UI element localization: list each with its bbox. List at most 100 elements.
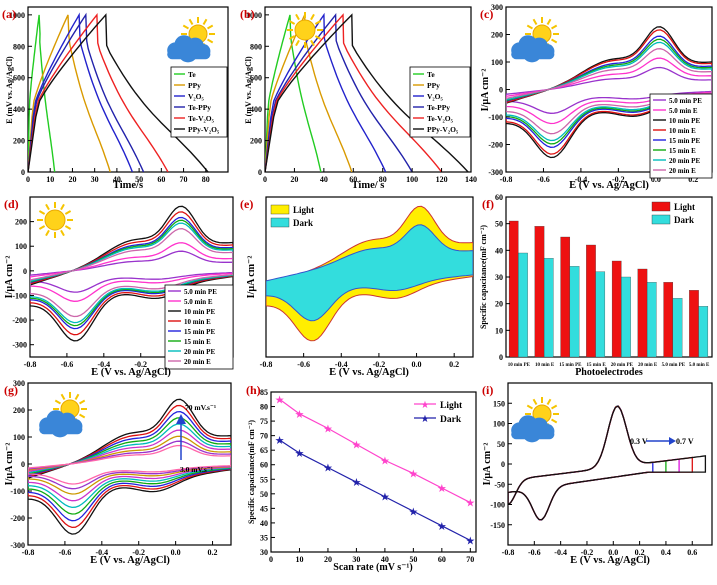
x-tick-label: -0.2 — [132, 548, 145, 557]
data-point-dark: ★ — [351, 477, 361, 489]
plot-area-a — [28, 12, 209, 172]
x-tick-label: 100 — [406, 175, 418, 184]
bar-dark — [646, 282, 657, 358]
x-tick-label: 0.6 — [687, 548, 697, 557]
legend-swatch — [651, 201, 671, 212]
x-tick-label: -0.6 — [297, 360, 310, 369]
bar-light — [508, 220, 519, 358]
y-tick-label: 30 — [495, 273, 503, 282]
y-tick-label: -300 — [488, 168, 503, 177]
data-point-light: ★ — [465, 498, 475, 510]
cv-curve-4 — [28, 417, 231, 515]
legend-entry: PPy — [427, 81, 440, 90]
plot-area-d — [30, 205, 233, 342]
annotations-g: 70 mV.s⁻¹ 3.0 mV.s⁻¹ — [176, 403, 216, 474]
x-tick-label: 0 — [263, 175, 267, 184]
data-point-light: ★ — [351, 439, 361, 451]
y-tick-label: 400 — [13, 105, 25, 114]
x-tick-label: -0.4 — [97, 360, 110, 369]
legend-swatch — [270, 217, 290, 228]
x-tick-label: -0.4 — [335, 360, 348, 369]
y-tick-label: 20 — [495, 300, 503, 309]
x-tick-label: -0.8 — [22, 548, 35, 557]
y-axis-label: E (mV vs. Ag/AgCl) — [244, 56, 253, 124]
x-tick-label: 40 — [320, 175, 328, 184]
gcd-curve-4 — [265, 12, 413, 172]
ticks-i: -0.8 -0.6 -0.4 -0.2 0.0 0.2 0.4 0.6 -150 -100 -50 0… — [490, 399, 697, 557]
legend-entry: 10 min E — [184, 318, 211, 326]
panel-label-c: (c) — [480, 7, 493, 21]
cv-curve-8 — [506, 48, 712, 135]
x-tick-label: 0.2 — [449, 360, 459, 369]
gcd-curve-3 — [265, 12, 387, 172]
legend-entry: 20 min PE — [184, 348, 215, 356]
x-tick-label: 40 — [381, 555, 389, 564]
annotations-i: 0.3 V 0.7 V — [630, 437, 694, 446]
legend-entry: 15 min PE — [184, 328, 215, 336]
x-tick-label: 0.0 — [412, 360, 422, 369]
bar-light — [663, 282, 674, 358]
x-axis-label: Time/s — [113, 180, 143, 191]
cv-curve-3 — [30, 205, 233, 342]
x-axis-label: E (V vs. Ag/AgCl) — [569, 180, 649, 191]
cv-curve-5 — [28, 423, 231, 509]
y-tick-label: 0 — [499, 353, 503, 362]
x-axis-label: E (V vs. Ag/AgCl) — [329, 367, 409, 378]
y-tick-label: 65 — [260, 446, 268, 455]
data-point-dark: ★ — [275, 435, 285, 447]
cloud-icon — [167, 35, 211, 63]
x-tick-label: -0.2 — [134, 360, 147, 369]
y-tick-label: 0 — [21, 460, 25, 469]
x-tick-label: -0.4 — [95, 548, 108, 557]
y-tick-label: 0 — [258, 168, 262, 177]
legend-swatch — [270, 204, 290, 215]
bar-light — [586, 244, 596, 358]
gcd-curve-2 — [265, 14, 353, 172]
y-tick-label: 300 — [491, 3, 503, 12]
y-tick-label: 100 — [15, 242, 27, 251]
bar-light — [534, 226, 545, 358]
cv-curve-9 — [28, 444, 231, 485]
x-tick-label: -0.6 — [537, 175, 550, 184]
annotation-07: 0.7 V — [676, 437, 694, 446]
legend-entry: Te-V₂O₅ — [427, 114, 454, 123]
x-tick-label: 60 — [157, 175, 165, 184]
y-tick-label: 600 — [250, 74, 262, 83]
x-tick-label: 0.0 — [608, 548, 618, 557]
panel-label-d: (d) — [4, 197, 19, 211]
arrow-head — [669, 437, 676, 445]
y-tick-label: 200 — [13, 137, 25, 146]
category-label: 20 min E — [638, 363, 658, 368]
legend-entry: 15 min E — [184, 338, 211, 346]
x-tick-label: 70 — [466, 555, 474, 564]
y-tick-label: 200 — [491, 31, 503, 40]
y-axis-label: I/µA cm⁻² — [4, 443, 15, 486]
x-tick-label: 0.2 — [635, 548, 645, 557]
x-tick-label: 60 — [438, 555, 446, 564]
y-tick-label: 75 — [260, 417, 268, 426]
x-tick-label: -0.2 — [612, 175, 625, 184]
y-tick-label: -100 — [490, 501, 505, 510]
y-axis-label: I/µA cm⁻² — [482, 443, 493, 486]
y-tick-label: 150 — [493, 399, 505, 408]
legend-entry: Te — [427, 70, 435, 79]
category-label: 15 min E — [587, 363, 607, 368]
bar-dark — [543, 258, 554, 358]
data-point-dark: ★ — [295, 448, 305, 460]
axes-frame-h — [270, 391, 477, 553]
data-point-light: ★ — [437, 483, 447, 495]
y-tick-label: 200 — [15, 218, 27, 227]
x-tick-label: -0.2 — [581, 548, 594, 557]
y-tick-label: 85 — [260, 388, 268, 397]
legend-entry: Dark — [674, 215, 694, 225]
legend-box — [649, 93, 713, 179]
bar-light — [560, 236, 571, 358]
cloud-icon — [511, 415, 555, 443]
cv-curve-6 — [28, 429, 231, 502]
y-tick-label: -100 — [488, 113, 503, 122]
legend-e: Light Dark — [270, 204, 314, 228]
y-tick-label: -200 — [12, 316, 27, 325]
y-tick-label: 45 — [260, 504, 268, 513]
sun-icon — [287, 12, 323, 48]
